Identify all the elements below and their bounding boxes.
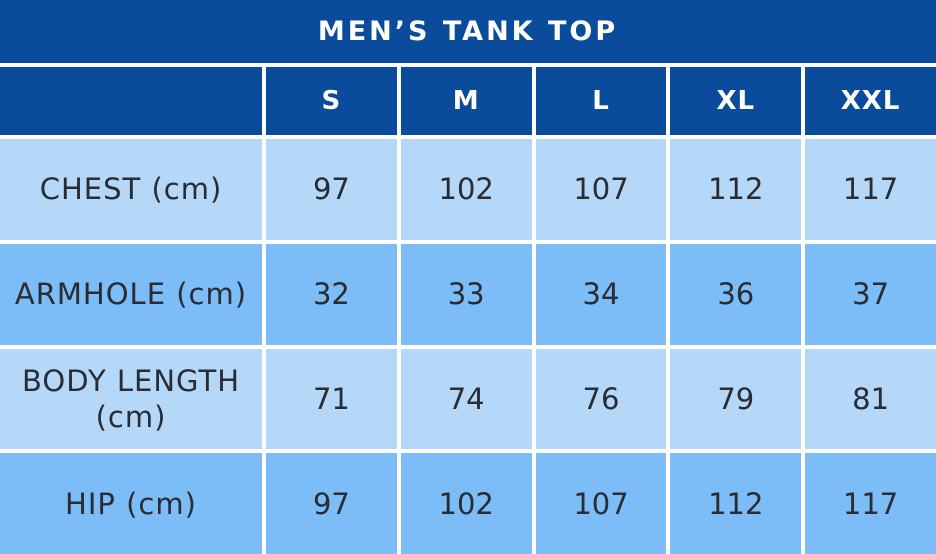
column-header-s: S — [266, 67, 397, 135]
column-header-l: L — [535, 67, 667, 135]
cell-body-length-m: 74 — [400, 348, 532, 450]
chart-title: MEN’S TANK TOP — [0, 0, 936, 63]
cell-hip-m: 102 — [400, 453, 532, 554]
cell-chest-xl: 112 — [670, 139, 802, 240]
column-header-xxl: XXL — [805, 67, 936, 135]
cell-armhole-s: 32 — [266, 243, 397, 345]
cell-chest-s: 97 — [266, 139, 397, 240]
cell-chest-m: 102 — [400, 139, 532, 240]
cell-armhole-xl: 36 — [670, 243, 802, 345]
row-label-body-length: BODY LENGTH (cm) — [0, 348, 262, 450]
cell-armhole-xxl: 37 — [805, 243, 936, 345]
size-grid: S M L XL XXL CHEST (cm) 97 102 107 112 1… — [0, 67, 936, 554]
column-header-m: M — [400, 67, 532, 135]
cell-hip-l: 107 — [535, 453, 667, 554]
row-label-chest: CHEST (cm) — [0, 139, 262, 240]
cell-chest-l: 107 — [535, 139, 667, 240]
cell-body-length-xxl: 81 — [805, 348, 936, 450]
cell-body-length-xl: 79 — [670, 348, 802, 450]
row-label-armhole: ARMHOLE (cm) — [0, 243, 262, 345]
cell-armhole-l: 34 — [535, 243, 667, 345]
cell-armhole-m: 33 — [400, 243, 532, 345]
cell-body-length-l: 76 — [535, 348, 667, 450]
column-header-xl: XL — [670, 67, 802, 135]
cell-hip-xl: 112 — [670, 453, 802, 554]
row-label-hip: HIP (cm) — [0, 453, 262, 554]
cell-chest-xxl: 117 — [805, 139, 936, 240]
column-header-blank — [0, 67, 262, 135]
cell-hip-s: 97 — [266, 453, 397, 554]
cell-hip-xxl: 117 — [805, 453, 936, 554]
cell-body-length-s: 71 — [266, 348, 397, 450]
